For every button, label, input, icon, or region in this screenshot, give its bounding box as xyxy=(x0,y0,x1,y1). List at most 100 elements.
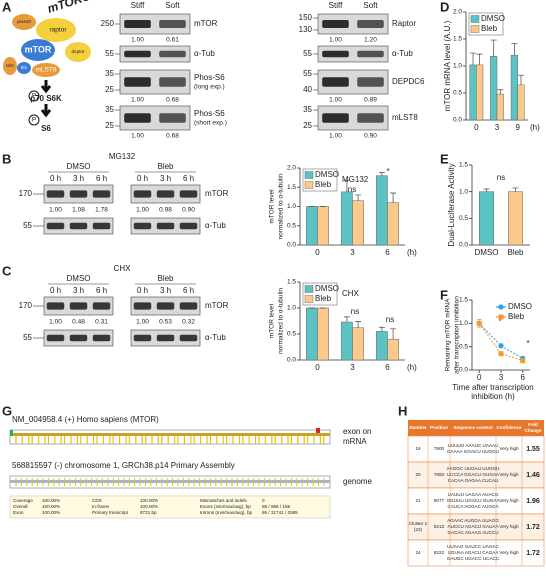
error-bar xyxy=(476,53,483,65)
bar xyxy=(352,200,364,246)
quant-label: 0.90 xyxy=(364,133,377,140)
column-header: Number xyxy=(409,425,427,430)
band xyxy=(159,113,186,123)
band xyxy=(357,50,384,58)
group-label: Bleb xyxy=(157,274,174,283)
table-cell: 7993 xyxy=(434,472,445,477)
annotation: CHX xyxy=(342,289,360,298)
x-tick-label: 0 xyxy=(315,363,320,372)
error-bar xyxy=(343,179,350,192)
error-bar xyxy=(390,328,397,340)
y-tick-label: 1.5 xyxy=(459,297,468,304)
track-label: genome xyxy=(343,477,372,486)
band xyxy=(159,77,186,87)
tti1-shape xyxy=(17,62,31,74)
table-cell: 20 xyxy=(415,472,421,477)
marker xyxy=(520,358,526,364)
column-header: Position xyxy=(430,425,448,430)
table-cell: Very high xyxy=(499,524,519,529)
group-label: Bleb xyxy=(157,162,174,171)
bar xyxy=(476,64,484,121)
band xyxy=(322,20,349,28)
y-tick-label: 1.5 xyxy=(287,184,296,191)
mw-label: 55 xyxy=(23,333,32,342)
bar xyxy=(317,206,329,246)
band xyxy=(357,77,384,87)
legend-label: Bleb xyxy=(315,180,332,189)
mw-label: 35 xyxy=(105,105,114,114)
component-label: tel2 xyxy=(6,63,14,68)
table-cell: UAUUU UAGAA AUACG xyxy=(448,492,499,497)
column-header: Sequence context xyxy=(453,425,493,430)
table-cell: Cluster 1 xyxy=(409,521,428,526)
time-label: 0 h xyxy=(50,286,61,295)
error-bar xyxy=(497,89,504,95)
panel-label: H xyxy=(398,403,407,418)
protein-label: mTOR xyxy=(205,189,229,198)
table-cell: UUUUG AAAUC UAAAU xyxy=(448,443,499,448)
band xyxy=(133,302,152,310)
phospho-label: P xyxy=(32,117,36,124)
quant-label: 1.78 xyxy=(95,207,108,214)
table-cell: CACAA GAGAA CUCAU xyxy=(448,478,499,483)
pras40-shape xyxy=(12,14,36,30)
panel-label: F xyxy=(440,287,448,302)
summary-cell: Introns (min/max/avg), bp xyxy=(200,510,253,515)
table-cell: 1.72 xyxy=(526,550,540,557)
summary-cell: Primary transcript xyxy=(92,510,129,515)
summary-cell: Coverage xyxy=(13,498,33,503)
protein-label: α-Tub xyxy=(205,221,226,230)
table-cell: Very high xyxy=(499,550,519,555)
track-label: mRNA xyxy=(343,437,367,446)
error-bar xyxy=(343,316,350,323)
table-row xyxy=(407,487,545,515)
protein-label: DEPDC6 xyxy=(392,77,425,86)
bar xyxy=(341,321,353,361)
substrate-label: S6 xyxy=(41,124,51,133)
bar xyxy=(306,206,318,246)
band xyxy=(156,190,175,198)
x-tick-label: 3 xyxy=(350,363,355,372)
quant-label: 0.48 xyxy=(72,319,85,326)
arrow xyxy=(40,80,52,94)
quant-label: 1.00 xyxy=(329,97,342,104)
mw-label: 130 xyxy=(299,25,313,34)
y-tick-label: 1.5 xyxy=(287,279,296,286)
time-label: 3 h xyxy=(73,286,84,295)
time-label: 0 h xyxy=(137,286,148,295)
quant-label: 1.00 xyxy=(136,207,149,214)
error-bar xyxy=(390,192,397,203)
table-cell: Very high xyxy=(499,472,519,477)
x-tick-label: Bleb xyxy=(507,248,524,257)
bar xyxy=(469,64,477,121)
y-tick-label: 0.0 xyxy=(453,117,462,124)
table-cell: 8222 xyxy=(434,550,445,555)
bar xyxy=(517,84,525,121)
transcript-title: NM_004958.4 (+) Homo sapiens (MTOR) xyxy=(12,415,159,424)
component-label: deptor xyxy=(71,49,84,54)
y-tick-label: 1.5 xyxy=(459,162,468,169)
x-tick-label: DMSO xyxy=(475,248,499,257)
component-label: tti1 xyxy=(21,65,28,70)
band xyxy=(46,190,65,198)
summary-cell: 8721 bp xyxy=(140,510,157,515)
x-axis-label: (h) xyxy=(407,363,417,372)
protein-note: (short exp.) xyxy=(194,120,227,127)
summary-cell: Overall xyxy=(13,504,28,509)
time-label: 6 h xyxy=(96,286,107,295)
band xyxy=(322,50,349,58)
band xyxy=(46,334,65,342)
quant-label: 0.31 xyxy=(95,319,108,326)
group-label: DMSO xyxy=(67,274,91,283)
bar xyxy=(490,56,498,121)
legend-label: Bleb xyxy=(508,312,525,321)
band xyxy=(133,222,152,230)
band xyxy=(92,302,111,310)
quant-label: 0.53 xyxy=(159,319,172,326)
table-cell: AUCCU AGACU GAUAA xyxy=(447,524,499,529)
table-cell: Very high xyxy=(499,446,519,451)
protein-label: mTOR xyxy=(205,301,229,310)
table-cell: 1.96 xyxy=(526,498,540,505)
band xyxy=(156,222,175,230)
